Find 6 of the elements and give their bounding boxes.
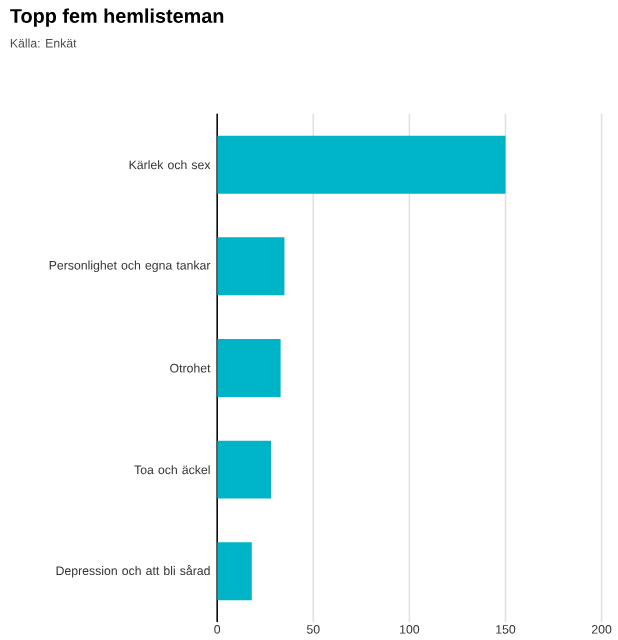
bar xyxy=(217,440,271,499)
bar xyxy=(217,339,281,397)
bar xyxy=(217,542,252,601)
bar xyxy=(217,135,506,194)
bar xyxy=(217,237,285,296)
chart-title: Topp fem hemlisteman xyxy=(10,8,224,27)
